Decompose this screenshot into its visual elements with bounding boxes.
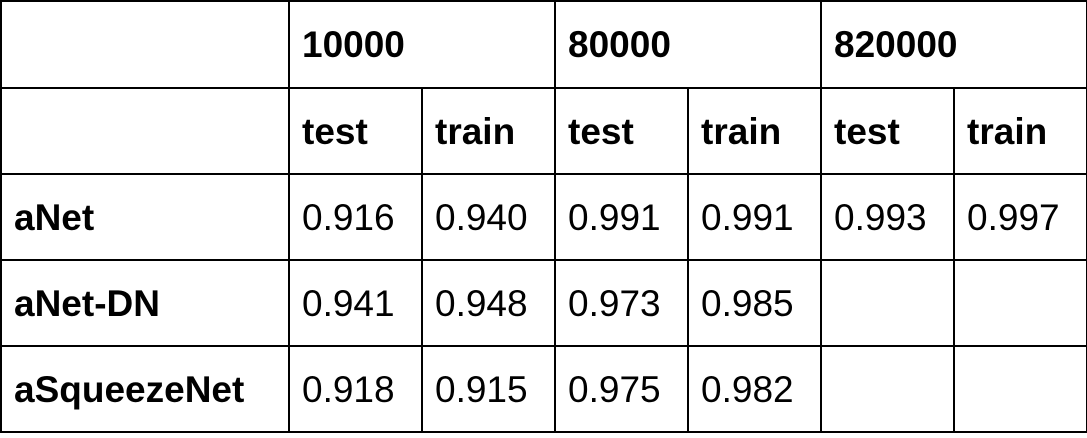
value-cell-empty — [953, 345, 1087, 433]
value-cell: 0.993 — [820, 173, 956, 261]
table-row: aSqueezeNet 0.918 0.915 0.975 0.982 — [0, 345, 1087, 433]
value-cell: 0.991 — [554, 173, 690, 261]
table-row: aNet 0.916 0.940 0.991 0.991 0.993 0.997 — [0, 173, 1087, 261]
model-name: aSqueezeNet — [0, 345, 290, 433]
value-cell: 0.915 — [420, 345, 557, 433]
header-row-splits: test train test train test train — [0, 87, 1087, 175]
split-header: train — [687, 87, 823, 175]
value-cell: 0.991 — [687, 173, 823, 261]
split-header: train — [953, 87, 1087, 175]
model-name: aNet-DN — [0, 259, 290, 347]
split-header: test — [820, 87, 956, 175]
value-cell: 0.940 — [420, 173, 557, 261]
table-row: aNet-DN 0.941 0.948 0.973 0.985 — [0, 259, 1087, 347]
model-name: aNet — [0, 173, 290, 261]
split-header: train — [420, 87, 557, 175]
value-cell: 0.982 — [687, 345, 823, 433]
value-cell: 0.997 — [953, 173, 1087, 261]
value-cell-empty — [953, 259, 1087, 347]
value-cell: 0.916 — [288, 173, 423, 261]
value-cell: 0.985 — [687, 259, 823, 347]
split-header: test — [288, 87, 423, 175]
value-cell: 0.973 — [554, 259, 690, 347]
header-row-sizes: 10000 80000 820000 — [0, 0, 1087, 89]
split-header: test — [554, 87, 690, 175]
value-cell-empty — [820, 259, 956, 347]
value-cell: 0.975 — [554, 345, 690, 433]
corner-cell-2 — [0, 87, 290, 175]
value-cell: 0.941 — [288, 259, 423, 347]
size-header-820000: 820000 — [820, 0, 1087, 89]
value-cell-empty — [820, 345, 956, 433]
value-cell: 0.948 — [420, 259, 557, 347]
size-header-80000: 80000 — [554, 0, 823, 89]
size-header-10000: 10000 — [287, 0, 557, 89]
corner-cell — [0, 0, 290, 89]
value-cell: 0.918 — [288, 345, 423, 433]
